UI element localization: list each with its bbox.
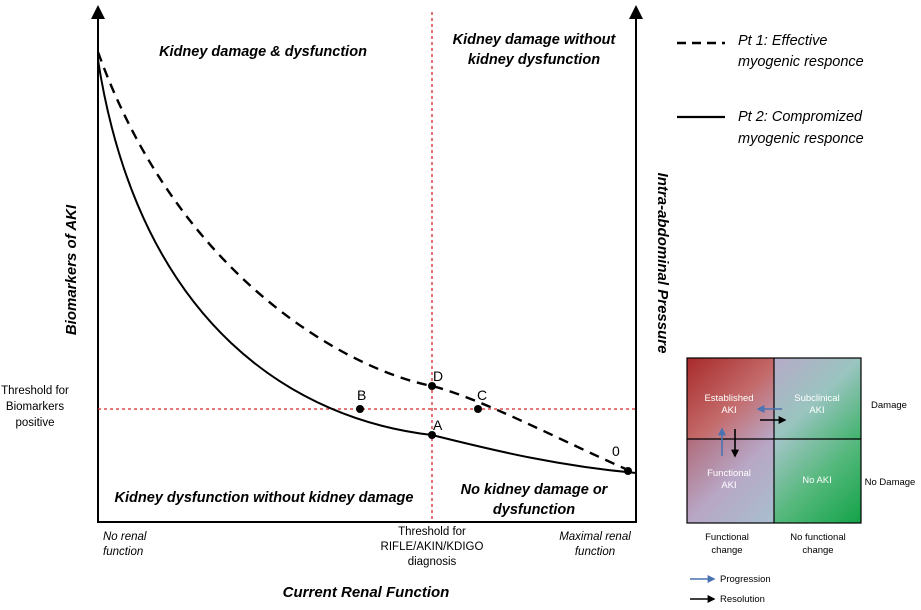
point-zero-label: 0 (612, 443, 620, 459)
key-resolution-label: Resolution (720, 594, 765, 605)
matrix-established-label-1: Established (704, 393, 753, 404)
quadrant-top-right-label-1: Kidney damage without (453, 32, 617, 48)
pt1-dashed-curve (96, 51, 629, 472)
quadrant-top-right-label-2: kidney dysfunction (468, 52, 600, 68)
x-min-label-1: No renal (103, 531, 147, 543)
matrix-col-no-functional-label-1: No functional (790, 532, 845, 543)
legend-pt1-label-2: myogenic responce (738, 54, 864, 70)
point-d-label: D (433, 368, 443, 384)
matrix-functional-label-2: AKI (721, 480, 736, 491)
matrix-col-no-functional-label-2: change (802, 545, 833, 556)
matrix-established-label-2: AKI (721, 405, 736, 416)
x-min-label-2: function (103, 546, 143, 558)
matrix-functional-label-1: Functional (707, 468, 751, 479)
point-c-marker (474, 405, 482, 413)
x-max-label-1: Maximal renal (559, 531, 631, 543)
left-y-axis-title: Biomarkers of AKI (63, 204, 80, 335)
matrix-subclinical-label-2: AKI (809, 405, 824, 416)
legend-pt2-label-2: myogenic responce (738, 131, 864, 147)
point-b-marker (356, 405, 364, 413)
diagnosis-threshold-label-2: RIFLE/AKIN/KDIGO (381, 541, 484, 553)
point-d-marker (428, 382, 436, 390)
diagnosis-threshold-label-3: diagnosis (408, 556, 457, 568)
matrix-row-no-damage-label: No Damage (865, 477, 916, 488)
point-a-label: A (433, 417, 443, 433)
quadrant-bottom-left-label: Kidney dysfunction without kidney damage (115, 490, 414, 506)
matrix-col-functional-label-2: change (711, 545, 742, 556)
matrix-col-functional-label-1: Functional (705, 532, 749, 543)
quadrant-top-left-label: Kidney damage & dysfunction (159, 44, 367, 60)
matrix-row-damage-label: Damage (871, 400, 907, 411)
matrix-no-aki-cell (774, 439, 861, 523)
biomarker-threshold-label-1: Threshold for (1, 385, 69, 397)
quadrant-bottom-right-label-1: No kidney damage or (461, 482, 609, 498)
quadrant-bottom-right-label-2: dysfunction (493, 502, 575, 518)
matrix-functional-cell (687, 439, 774, 523)
point-a-marker (428, 431, 436, 439)
point-b-label: B (357, 387, 366, 403)
diagnosis-threshold-label-1: Threshold for (398, 526, 466, 538)
key-progression-label: Progression (720, 574, 771, 585)
matrix-no-aki-label: No AKI (802, 475, 832, 486)
legend-pt2-label-1: Pt 2: Compromized (738, 109, 863, 125)
matrix-subclinical-label-1: Subclinical (794, 393, 839, 404)
x-axis-title: Current Renal Function (283, 584, 450, 601)
biomarker-threshold-label-2: Biomarkers (6, 401, 64, 413)
legend-pt1-label-1: Pt 1: Effective (738, 33, 827, 49)
pt2-solid-curve (97, 59, 637, 474)
aki-matrix: Established AKI Subclinical AKI Function… (686, 357, 862, 524)
matrix-established-cell (687, 358, 774, 439)
point-c-label: C (477, 387, 487, 403)
biomarker-threshold-label-3: positive (16, 417, 55, 429)
point-zero-marker (624, 467, 632, 475)
right-y-axis-title: Intra-abdominal Pressure (654, 173, 671, 354)
x-max-label-2: function (575, 546, 615, 558)
matrix-subclinical-cell (774, 358, 861, 439)
